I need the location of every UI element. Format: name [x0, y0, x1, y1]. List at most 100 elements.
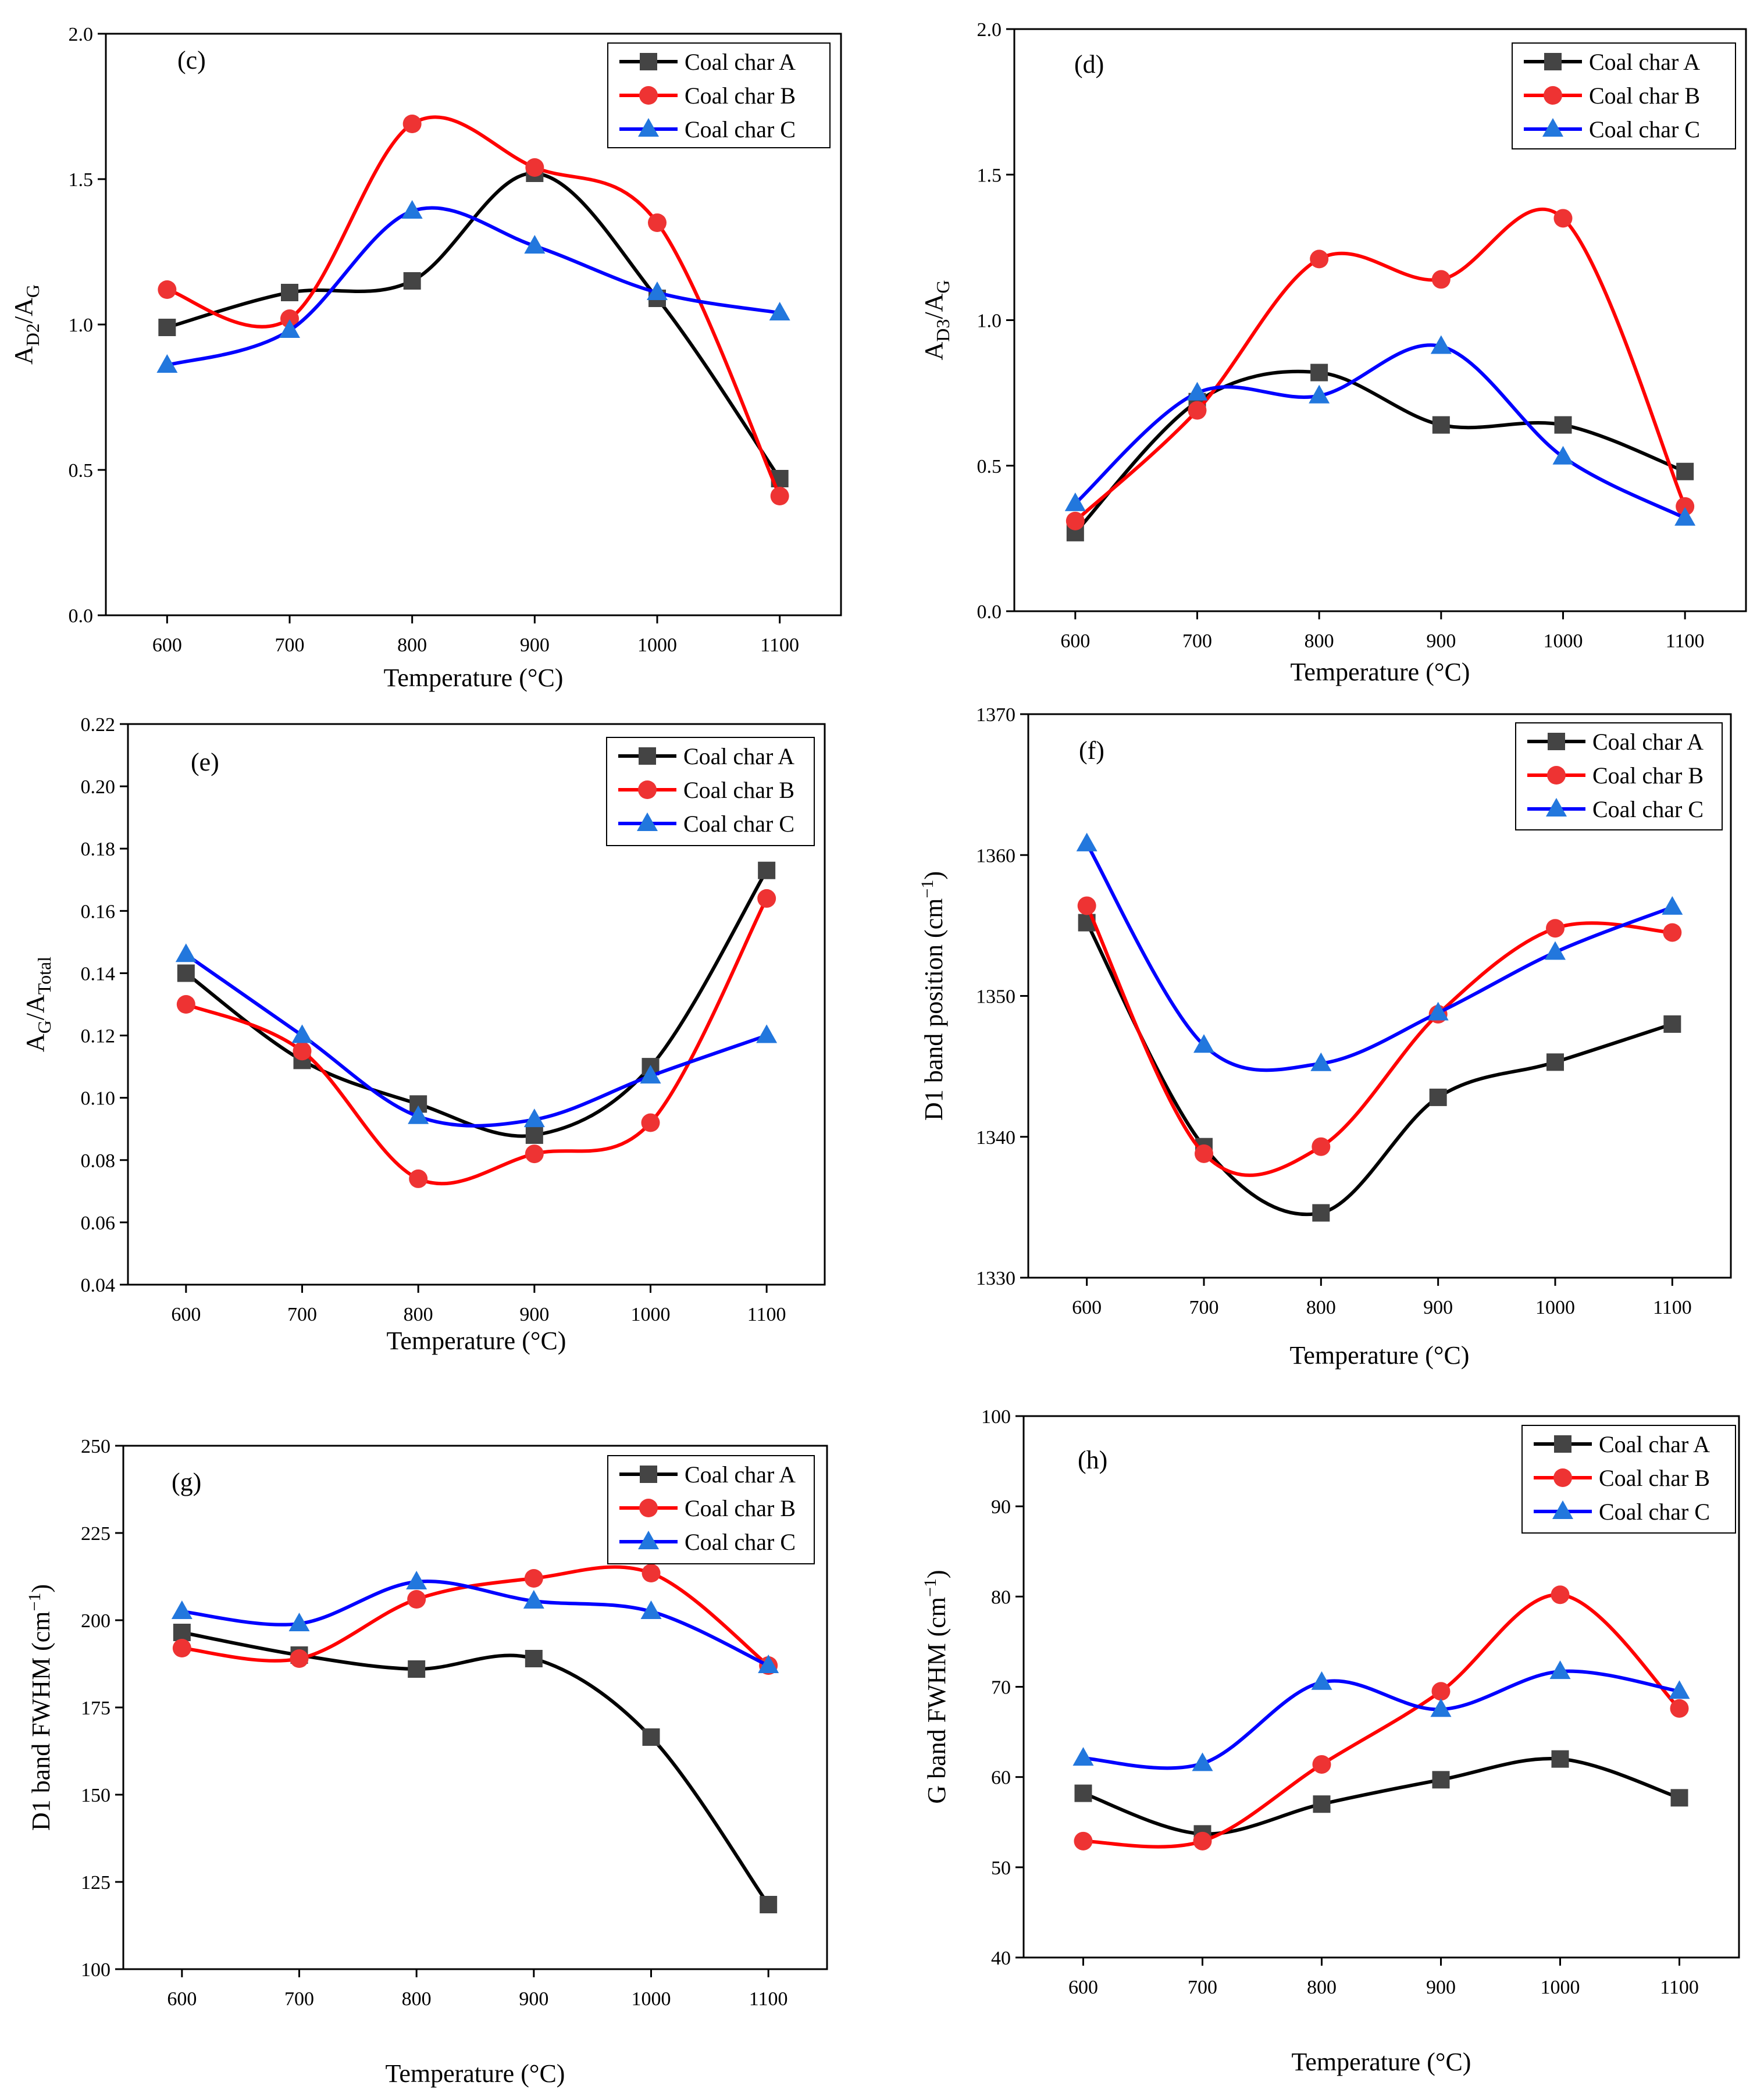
y-tick-label: 60 [991, 1767, 1011, 1789]
data-point [758, 861, 776, 879]
y-tick-label: 0.04 [81, 1275, 116, 1296]
y-tick-label: 0.5 [69, 460, 94, 482]
legend-item-coal-char-c: Coal char C [618, 811, 794, 837]
y-tick-label: 0.18 [81, 839, 116, 860]
series-coal-char-b [1065, 207, 1695, 530]
data-point [1072, 1747, 1094, 1766]
data-point [1076, 832, 1097, 851]
legend-item-coal-char-a: Coal char A [1527, 729, 1704, 755]
x-tick-label: 1000 [632, 1988, 671, 2010]
panel-label: (g) [172, 1468, 201, 1496]
data-point [641, 1113, 660, 1132]
x-axis-label: Temperature (°C) [1292, 2048, 1471, 2076]
series-coal-char-a [1074, 1750, 1688, 1843]
y-axis-label: AD3/AG [920, 280, 953, 361]
y-tick-label: 1330 [976, 1268, 1015, 1289]
data-point [1077, 896, 1096, 915]
legend-item-coal-char-c: Coal char C [619, 1529, 796, 1555]
data-point [293, 1042, 312, 1061]
data-point [1312, 1755, 1331, 1774]
data-point [760, 1896, 778, 1913]
x-tick-label: 1100 [1660, 1977, 1699, 1998]
data-point [1674, 507, 1696, 526]
data-point [158, 280, 177, 299]
data-point [1429, 1088, 1447, 1106]
y-tick-label: 250 [81, 1436, 111, 1457]
x-tick-label: 1100 [747, 1304, 786, 1325]
x-tick-label: 700 [287, 1304, 317, 1325]
panel-h: 600 700 800 900 1000 1100 40 50 60 70 80 90 100 Tempe… [921, 1406, 1740, 2076]
data-point [1546, 1053, 1564, 1071]
data-point [770, 487, 789, 505]
legend-marker [640, 53, 657, 70]
y-tick-label: 100 [81, 1959, 111, 1981]
y-tick-label: 1.5 [69, 169, 94, 191]
data-point [1549, 1660, 1571, 1680]
legend-item-coal-char-a: Coal char A [1524, 49, 1700, 75]
data-point [409, 1169, 428, 1188]
data-point [769, 302, 790, 320]
series-line-coal-char-a [181, 1631, 770, 1906]
y-tick-label: 100 [981, 1406, 1011, 1428]
x-tick-label: 800 [404, 1304, 433, 1325]
legend-label: Coal char C [1589, 116, 1700, 142]
data-point [401, 200, 423, 219]
y-tick-label: 0.14 [81, 963, 116, 985]
data-point [1553, 209, 1573, 228]
series-coal-char-b [158, 115, 789, 505]
legend-item-coal-char-b: Coal char B [1527, 762, 1704, 789]
legend-marker [1547, 766, 1566, 785]
legend-item-coal-char-b: Coal char B [619, 1495, 796, 1521]
x-axis-label: Temperature (°C) [384, 664, 564, 692]
panel-label: (f) [1079, 736, 1104, 765]
x-tick-label: 1000 [637, 634, 677, 656]
legend-item-coal-char-c: Coal char C [1527, 796, 1704, 822]
x-tick-label: 600 [1060, 630, 1090, 652]
data-point [1188, 401, 1207, 420]
y-tick-label: 0.16 [81, 901, 116, 922]
legend-label: Coal char B [685, 83, 796, 109]
legend: Coal char A Coal char B Coal char C [1515, 722, 1723, 830]
series-line-coal-char-c [185, 953, 768, 1128]
series-line-coal-char-c [181, 1580, 769, 1667]
y-tick-label: 80 [991, 1586, 1011, 1608]
data-point [1186, 382, 1208, 401]
y-tick-label: 0.06 [81, 1213, 116, 1234]
x-tick-label: 700 [284, 1988, 314, 2010]
series-coal-char-b [1074, 1585, 1689, 1851]
y-tick-label: 0.5 [977, 456, 1002, 477]
data-point [288, 1613, 310, 1631]
legend-marker [637, 812, 658, 831]
x-tick-label: 600 [152, 634, 182, 656]
x-tick-label: 1100 [749, 1988, 788, 2010]
series-line-coal-char-a [185, 869, 768, 1138]
legend-label: Coal char C [685, 1529, 796, 1555]
legend-label: Coal char B [685, 1495, 796, 1521]
data-point [524, 235, 546, 254]
y-axis-label: D1 band position (cm−1) [918, 871, 948, 1121]
data-point [1670, 1699, 1689, 1718]
series-coal-char-b [1077, 896, 1682, 1177]
x-tick-label: 800 [402, 1988, 432, 2010]
x-tick-label: 1000 [1544, 630, 1583, 652]
legend-marker [1544, 86, 1562, 105]
x-tick-label: 700 [1182, 630, 1212, 652]
data-point [1313, 1795, 1331, 1813]
series-coal-char-a [1078, 914, 1681, 1222]
data-point [281, 284, 298, 301]
data-point [171, 1600, 193, 1619]
y-tick-label: 0.12 [81, 1026, 116, 1047]
y-tick-label: 0.0 [69, 605, 94, 627]
data-point [1663, 1015, 1681, 1033]
y-tick-label: 1340 [976, 1127, 1015, 1149]
series-line-coal-char-a [1082, 1757, 1680, 1836]
legend-label: Coal char B [1599, 1465, 1710, 1491]
data-point [648, 213, 667, 232]
series-line-coal-char-a [1074, 369, 1686, 534]
x-tick-label: 900 [520, 634, 550, 656]
data-point [279, 319, 300, 338]
y-tick-label: 1.0 [69, 315, 94, 336]
y-axis-label: AD2/AG [9, 284, 43, 365]
legend-item-coal-char-b: Coal char B [619, 83, 796, 109]
data-point [1309, 384, 1330, 404]
